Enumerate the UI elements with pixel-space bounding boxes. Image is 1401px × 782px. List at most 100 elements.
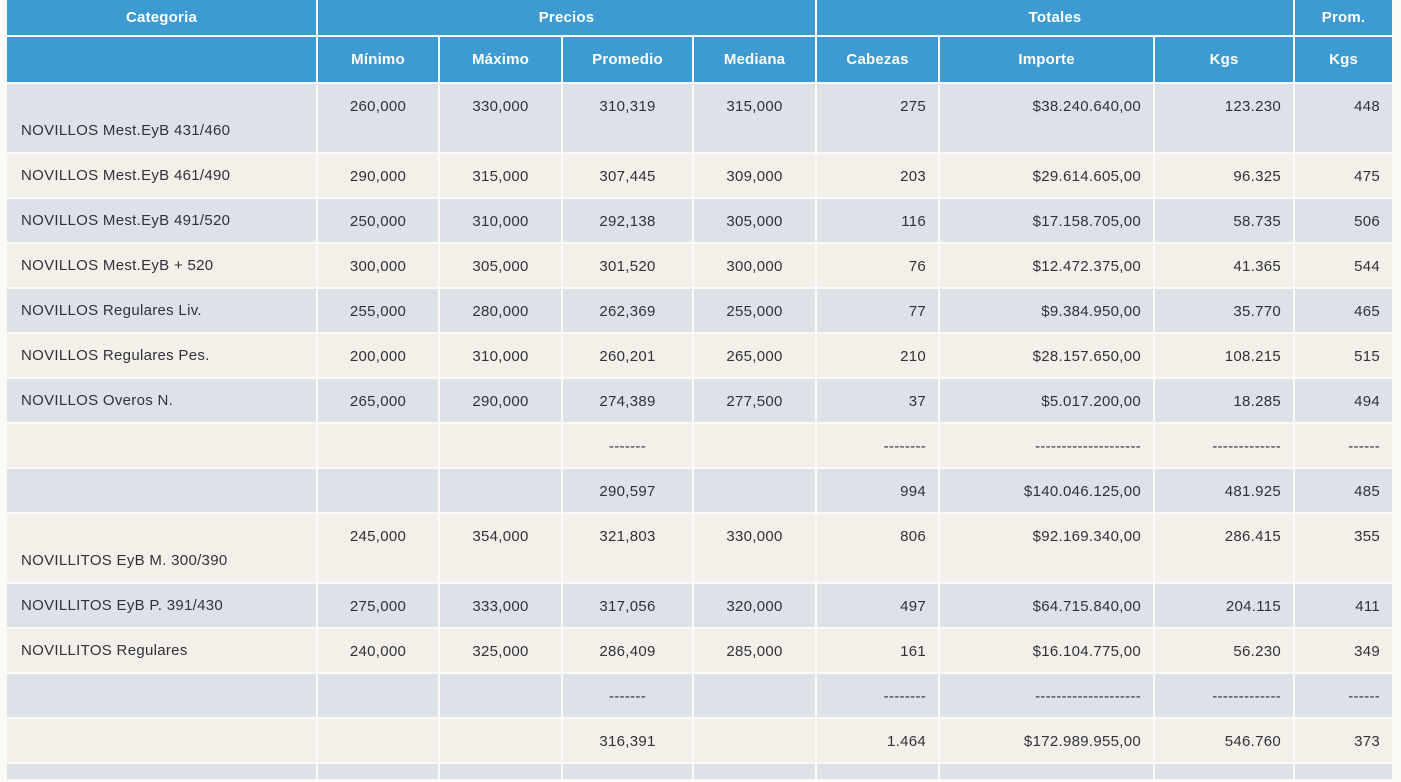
cell-importe: $5.017.200,00 bbox=[940, 379, 1156, 424]
cell-cabezas: 210 bbox=[817, 334, 941, 379]
cell-importe: -------------------- bbox=[940, 674, 1156, 719]
cell-minimo bbox=[318, 764, 440, 781]
table-row: ------- -------- -------------------- --… bbox=[7, 674, 1395, 719]
cell-mediana: 320,000 bbox=[694, 584, 818, 629]
cell-maximo: 333,000 bbox=[440, 584, 563, 629]
table-row: 316,391 1.464 $172.989.955,00 546.760 37… bbox=[7, 719, 1395, 764]
cell-kgs: 108.215 bbox=[1155, 334, 1296, 379]
cell-prom-kgs: 349 bbox=[1295, 629, 1395, 674]
cell-prom-kgs: 355 bbox=[1295, 514, 1395, 584]
header-group-prom: Prom. bbox=[1295, 0, 1395, 37]
cell-promedio: 310,319 bbox=[563, 84, 694, 154]
cell-cabezas: 76 bbox=[817, 244, 941, 289]
table-header: Categoria Precios Totales Prom. Mínimo M… bbox=[7, 0, 1395, 84]
cell-categoria: NOVILLITOS EyB M. 300/390 bbox=[7, 514, 318, 584]
cell-cabezas: -------- bbox=[817, 674, 941, 719]
cell-mediana: 285,000 bbox=[694, 629, 818, 674]
cell-mediana bbox=[694, 674, 818, 719]
cell-importe: $9.384.950,00 bbox=[940, 289, 1156, 334]
header-maximo: Máximo bbox=[440, 37, 563, 84]
table-row bbox=[7, 764, 1395, 781]
header-kgs: Kgs bbox=[1155, 37, 1296, 84]
table-row: NOVILLOS Overos N. 265,000 290,000 274,3… bbox=[7, 379, 1395, 424]
cell-importe: $92.169.340,00 bbox=[940, 514, 1156, 584]
cell-minimo bbox=[318, 719, 440, 764]
cell-importe: $38.240.640,00 bbox=[940, 84, 1156, 154]
cell-maximo: 330,000 bbox=[440, 84, 563, 154]
cell-importe: $29.614.605,00 bbox=[940, 154, 1156, 199]
cell-importe: $17.158.705,00 bbox=[940, 199, 1156, 244]
cell-kgs: 41.365 bbox=[1155, 244, 1296, 289]
cell-cabezas: 1.464 bbox=[817, 719, 941, 764]
cell-minimo: 200,000 bbox=[318, 334, 440, 379]
header-importe: Importe bbox=[940, 37, 1156, 84]
cell-prom-kgs: 373 bbox=[1295, 719, 1395, 764]
cell-maximo bbox=[440, 719, 563, 764]
table-row: NOVILLITOS EyB P. 391/430 275,000 333,00… bbox=[7, 584, 1395, 629]
cell-kgs: 546.760 bbox=[1155, 719, 1296, 764]
cell-mediana bbox=[694, 719, 818, 764]
cell-mediana: 300,000 bbox=[694, 244, 818, 289]
cell-categoria: NOVILLOS Mest.EyB + 520 bbox=[7, 244, 318, 289]
table-row: NOVILLOS Regulares Pes. 200,000 310,000 … bbox=[7, 334, 1395, 379]
cell-mediana: 315,000 bbox=[694, 84, 818, 154]
cell-cabezas: 203 bbox=[817, 154, 941, 199]
cell-promedio: 286,409 bbox=[563, 629, 694, 674]
cell-kgs: 96.325 bbox=[1155, 154, 1296, 199]
header-cabezas: Cabezas bbox=[817, 37, 941, 84]
table-row: NOVILLITOS Regulares 240,000 325,000 286… bbox=[7, 629, 1395, 674]
cell-kgs: 481.925 bbox=[1155, 469, 1296, 514]
cell-promedio: 317,056 bbox=[563, 584, 694, 629]
cell-cabezas: 806 bbox=[817, 514, 941, 584]
cell-maximo: 325,000 bbox=[440, 629, 563, 674]
cell-maximo bbox=[440, 424, 563, 469]
cell-kgs: ------------- bbox=[1155, 674, 1296, 719]
cell-mediana: 255,000 bbox=[694, 289, 818, 334]
cell-cabezas: 275 bbox=[817, 84, 941, 154]
cell-maximo: 315,000 bbox=[440, 154, 563, 199]
cell-prom-kgs: ------ bbox=[1295, 674, 1395, 719]
cell-prom-kgs: 475 bbox=[1295, 154, 1395, 199]
cell-prom-kgs: 544 bbox=[1295, 244, 1395, 289]
cell-mediana: 305,000 bbox=[694, 199, 818, 244]
cell-promedio bbox=[563, 764, 694, 781]
cell-maximo: 280,000 bbox=[440, 289, 563, 334]
cell-categoria: NOVILLOS Mest.EyB 491/520 bbox=[7, 199, 318, 244]
header-group-precios: Precios bbox=[318, 0, 818, 37]
cell-minimo: 265,000 bbox=[318, 379, 440, 424]
cell-prom-kgs: 485 bbox=[1295, 469, 1395, 514]
cell-kgs: ------------- bbox=[1155, 424, 1296, 469]
cell-promedio: 260,201 bbox=[563, 334, 694, 379]
cell-importe bbox=[940, 764, 1156, 781]
table-row: NOVILLOS Mest.EyB 461/490 290,000 315,00… bbox=[7, 154, 1395, 199]
cell-importe: $16.104.775,00 bbox=[940, 629, 1156, 674]
cell-categoria: NOVILLITOS Regulares bbox=[7, 629, 318, 674]
cell-maximo: 354,000 bbox=[440, 514, 563, 584]
cell-promedio: 307,445 bbox=[563, 154, 694, 199]
cell-prom-kgs bbox=[1295, 764, 1395, 781]
cell-promedio: 292,138 bbox=[563, 199, 694, 244]
cell-mediana bbox=[694, 424, 818, 469]
cell-cabezas: 161 bbox=[817, 629, 941, 674]
cell-promedio: ------- bbox=[563, 674, 694, 719]
cell-kgs: 286.415 bbox=[1155, 514, 1296, 584]
cell-prom-kgs: 506 bbox=[1295, 199, 1395, 244]
header-categoria: Categoria bbox=[7, 0, 318, 37]
cell-mediana bbox=[694, 469, 818, 514]
cell-categoria: NOVILLOS Mest.EyB 461/490 bbox=[7, 154, 318, 199]
cell-minimo bbox=[318, 424, 440, 469]
cell-minimo: 275,000 bbox=[318, 584, 440, 629]
table-row: NOVILLOS Regulares Liv. 255,000 280,000 … bbox=[7, 289, 1395, 334]
cell-categoria bbox=[7, 764, 318, 781]
header-mediana: Mediana bbox=[694, 37, 818, 84]
header-prom-kgs: Kgs bbox=[1295, 37, 1395, 84]
table-row: NOVILLOS Mest.EyB 431/460 260,000 330,00… bbox=[7, 84, 1395, 154]
cell-categoria: NOVILLOS Regulares Pes. bbox=[7, 334, 318, 379]
cell-kgs: 18.285 bbox=[1155, 379, 1296, 424]
cell-promedio: 321,803 bbox=[563, 514, 694, 584]
cell-kgs: 204.115 bbox=[1155, 584, 1296, 629]
cell-mediana: 330,000 bbox=[694, 514, 818, 584]
cell-minimo: 250,000 bbox=[318, 199, 440, 244]
cell-categoria: NOVILLOS Mest.EyB 431/460 bbox=[7, 84, 318, 154]
cell-promedio: ------- bbox=[563, 424, 694, 469]
